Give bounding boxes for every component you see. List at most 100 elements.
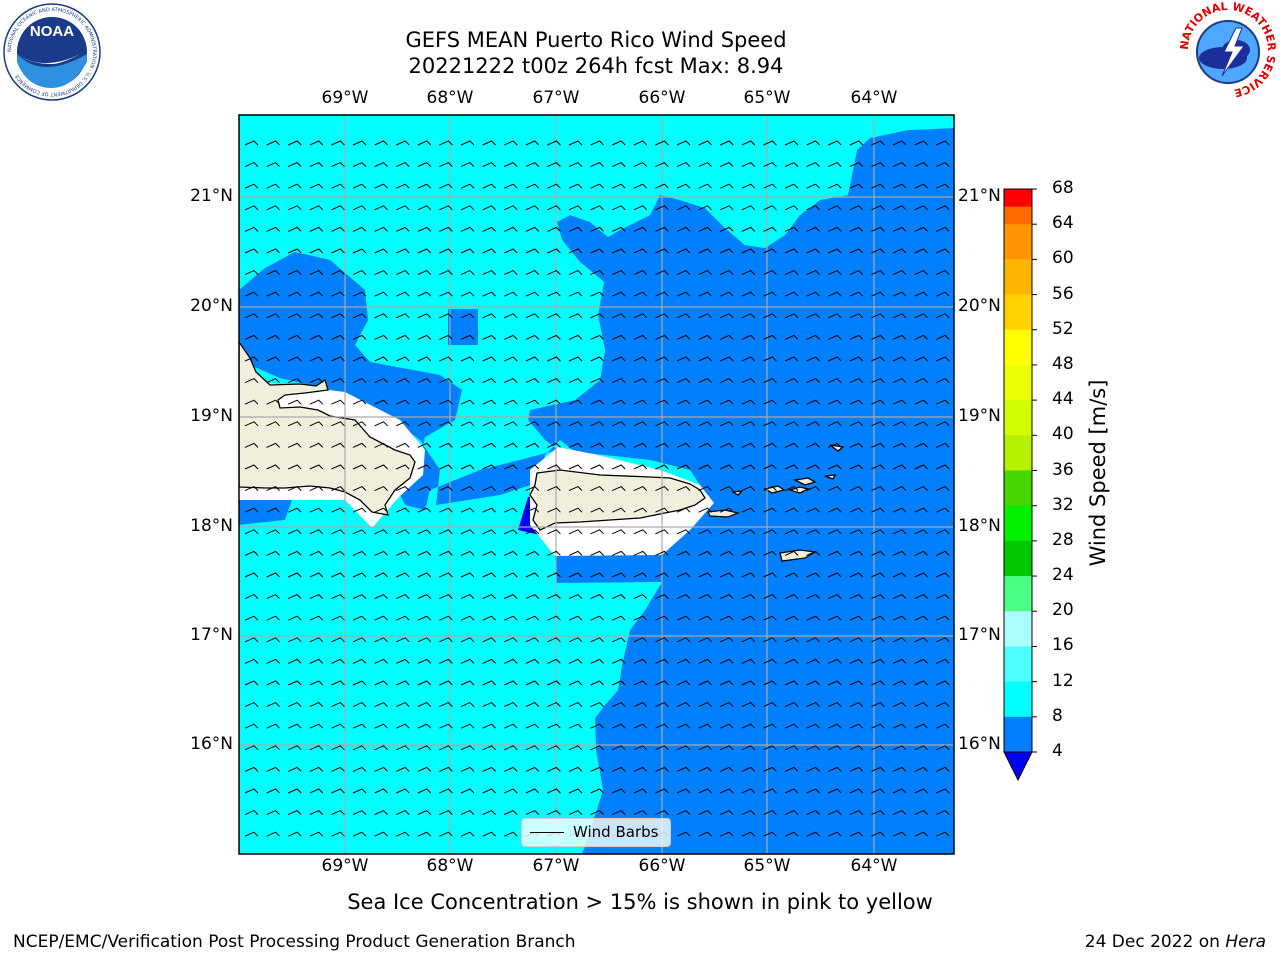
wind-barb	[525, 615, 540, 621]
wind-barb	[417, 594, 432, 600]
wind-barb	[849, 291, 864, 297]
wind-barb	[547, 205, 561, 211]
wind-barb	[482, 550, 496, 556]
wind-barb	[547, 680, 561, 686]
wind-barb	[935, 226, 950, 232]
wind-barb	[914, 831, 928, 837]
wind-barb	[287, 356, 302, 362]
wind-barb	[395, 529, 410, 535]
wind-barb	[849, 766, 864, 772]
wind-barb	[633, 356, 648, 362]
wind-barb	[676, 529, 691, 535]
wind-barb	[719, 831, 734, 837]
wind-barb	[287, 788, 302, 794]
wind-barb	[633, 594, 648, 600]
wind-barb	[784, 378, 799, 384]
wind-barb	[827, 205, 842, 211]
wind-barb	[525, 788, 540, 794]
wind-barb	[374, 810, 388, 816]
map-legend: Wind Barbs	[521, 818, 671, 847]
wind-barb	[547, 745, 561, 751]
wind-barb	[719, 680, 734, 686]
wind-barb	[892, 831, 907, 837]
wind-barb	[374, 421, 388, 427]
sea-ice-note: Sea Ice Concentration > 15% is shown in …	[347, 890, 933, 914]
wind-barb	[374, 615, 388, 621]
wind-barb	[741, 550, 756, 556]
wind-barb	[482, 615, 496, 621]
wind-barb	[763, 810, 777, 816]
wind-barb	[698, 226, 712, 232]
wind-barb	[439, 550, 453, 556]
contour-band-8-12-north	[239, 115, 954, 470]
wind-barb	[439, 810, 453, 816]
wind-barb	[914, 291, 928, 297]
wind-barb	[914, 334, 928, 340]
wind-barb	[784, 313, 799, 319]
wind-barb	[503, 378, 518, 384]
wind-barb	[849, 723, 864, 729]
wind-barb	[719, 637, 734, 643]
colorbar-tick-label: 52	[1052, 318, 1074, 339]
wind-barb	[892, 205, 907, 211]
wind-barb	[763, 334, 777, 340]
wind-barb	[352, 226, 367, 232]
wind-barb	[655, 248, 669, 254]
wind-barb	[439, 205, 453, 211]
wind-barb	[287, 550, 302, 556]
wind-barb	[655, 205, 669, 211]
wind-barb	[633, 615, 648, 621]
wind-barb	[655, 723, 669, 729]
wind-barb	[547, 421, 561, 427]
wind-barb	[827, 615, 842, 621]
wind-barb	[590, 313, 604, 319]
wind-barb	[547, 442, 561, 448]
wind-barb	[655, 594, 669, 600]
wind-barb	[892, 162, 907, 168]
wind-barb	[331, 550, 345, 556]
credit-text: NCEP/EMC/Verification Post Processing Pr…	[13, 932, 576, 952]
wind-barb	[266, 162, 280, 168]
wind-barb	[525, 140, 540, 146]
wind-barb	[352, 442, 367, 448]
wind-barb	[914, 442, 928, 448]
wind-barb	[568, 226, 583, 232]
wind-barb	[352, 248, 367, 254]
wind-barb	[568, 356, 583, 362]
wind-barb	[849, 529, 864, 535]
wind-barb	[741, 248, 756, 254]
wind-barb	[698, 550, 712, 556]
wind-barb	[633, 572, 648, 578]
wind-barb	[309, 723, 324, 729]
wind-barb	[871, 334, 885, 340]
wind-barb	[503, 788, 518, 794]
wind-barb	[266, 442, 280, 448]
lat-label-right: 20°N	[958, 296, 1001, 316]
wind-barb	[611, 637, 626, 643]
wind-barb	[460, 226, 475, 232]
wind-barb	[266, 334, 280, 340]
wind-barb	[741, 464, 756, 470]
wind-barb	[676, 442, 691, 448]
wind-barb	[784, 680, 799, 686]
wind-barb	[784, 162, 799, 168]
wind-barb	[719, 464, 734, 470]
wind-barb	[676, 810, 691, 816]
wind-barb	[741, 140, 756, 146]
wind-barb	[395, 615, 410, 621]
wind-barb	[244, 248, 259, 254]
wind-barb	[590, 486, 604, 492]
wind-barb	[935, 745, 950, 751]
wind-barb	[460, 810, 475, 816]
wind-barb	[309, 205, 324, 211]
wind-barb	[266, 507, 280, 513]
wind-barb	[871, 529, 885, 535]
wind-barb	[763, 723, 777, 729]
wind-barb	[827, 486, 842, 492]
wind-barb	[374, 637, 388, 643]
wind-barb	[460, 745, 475, 751]
wind-barb	[806, 615, 820, 621]
wind-barb	[525, 572, 540, 578]
wind-barb	[331, 162, 345, 168]
wind-barb	[784, 810, 799, 816]
